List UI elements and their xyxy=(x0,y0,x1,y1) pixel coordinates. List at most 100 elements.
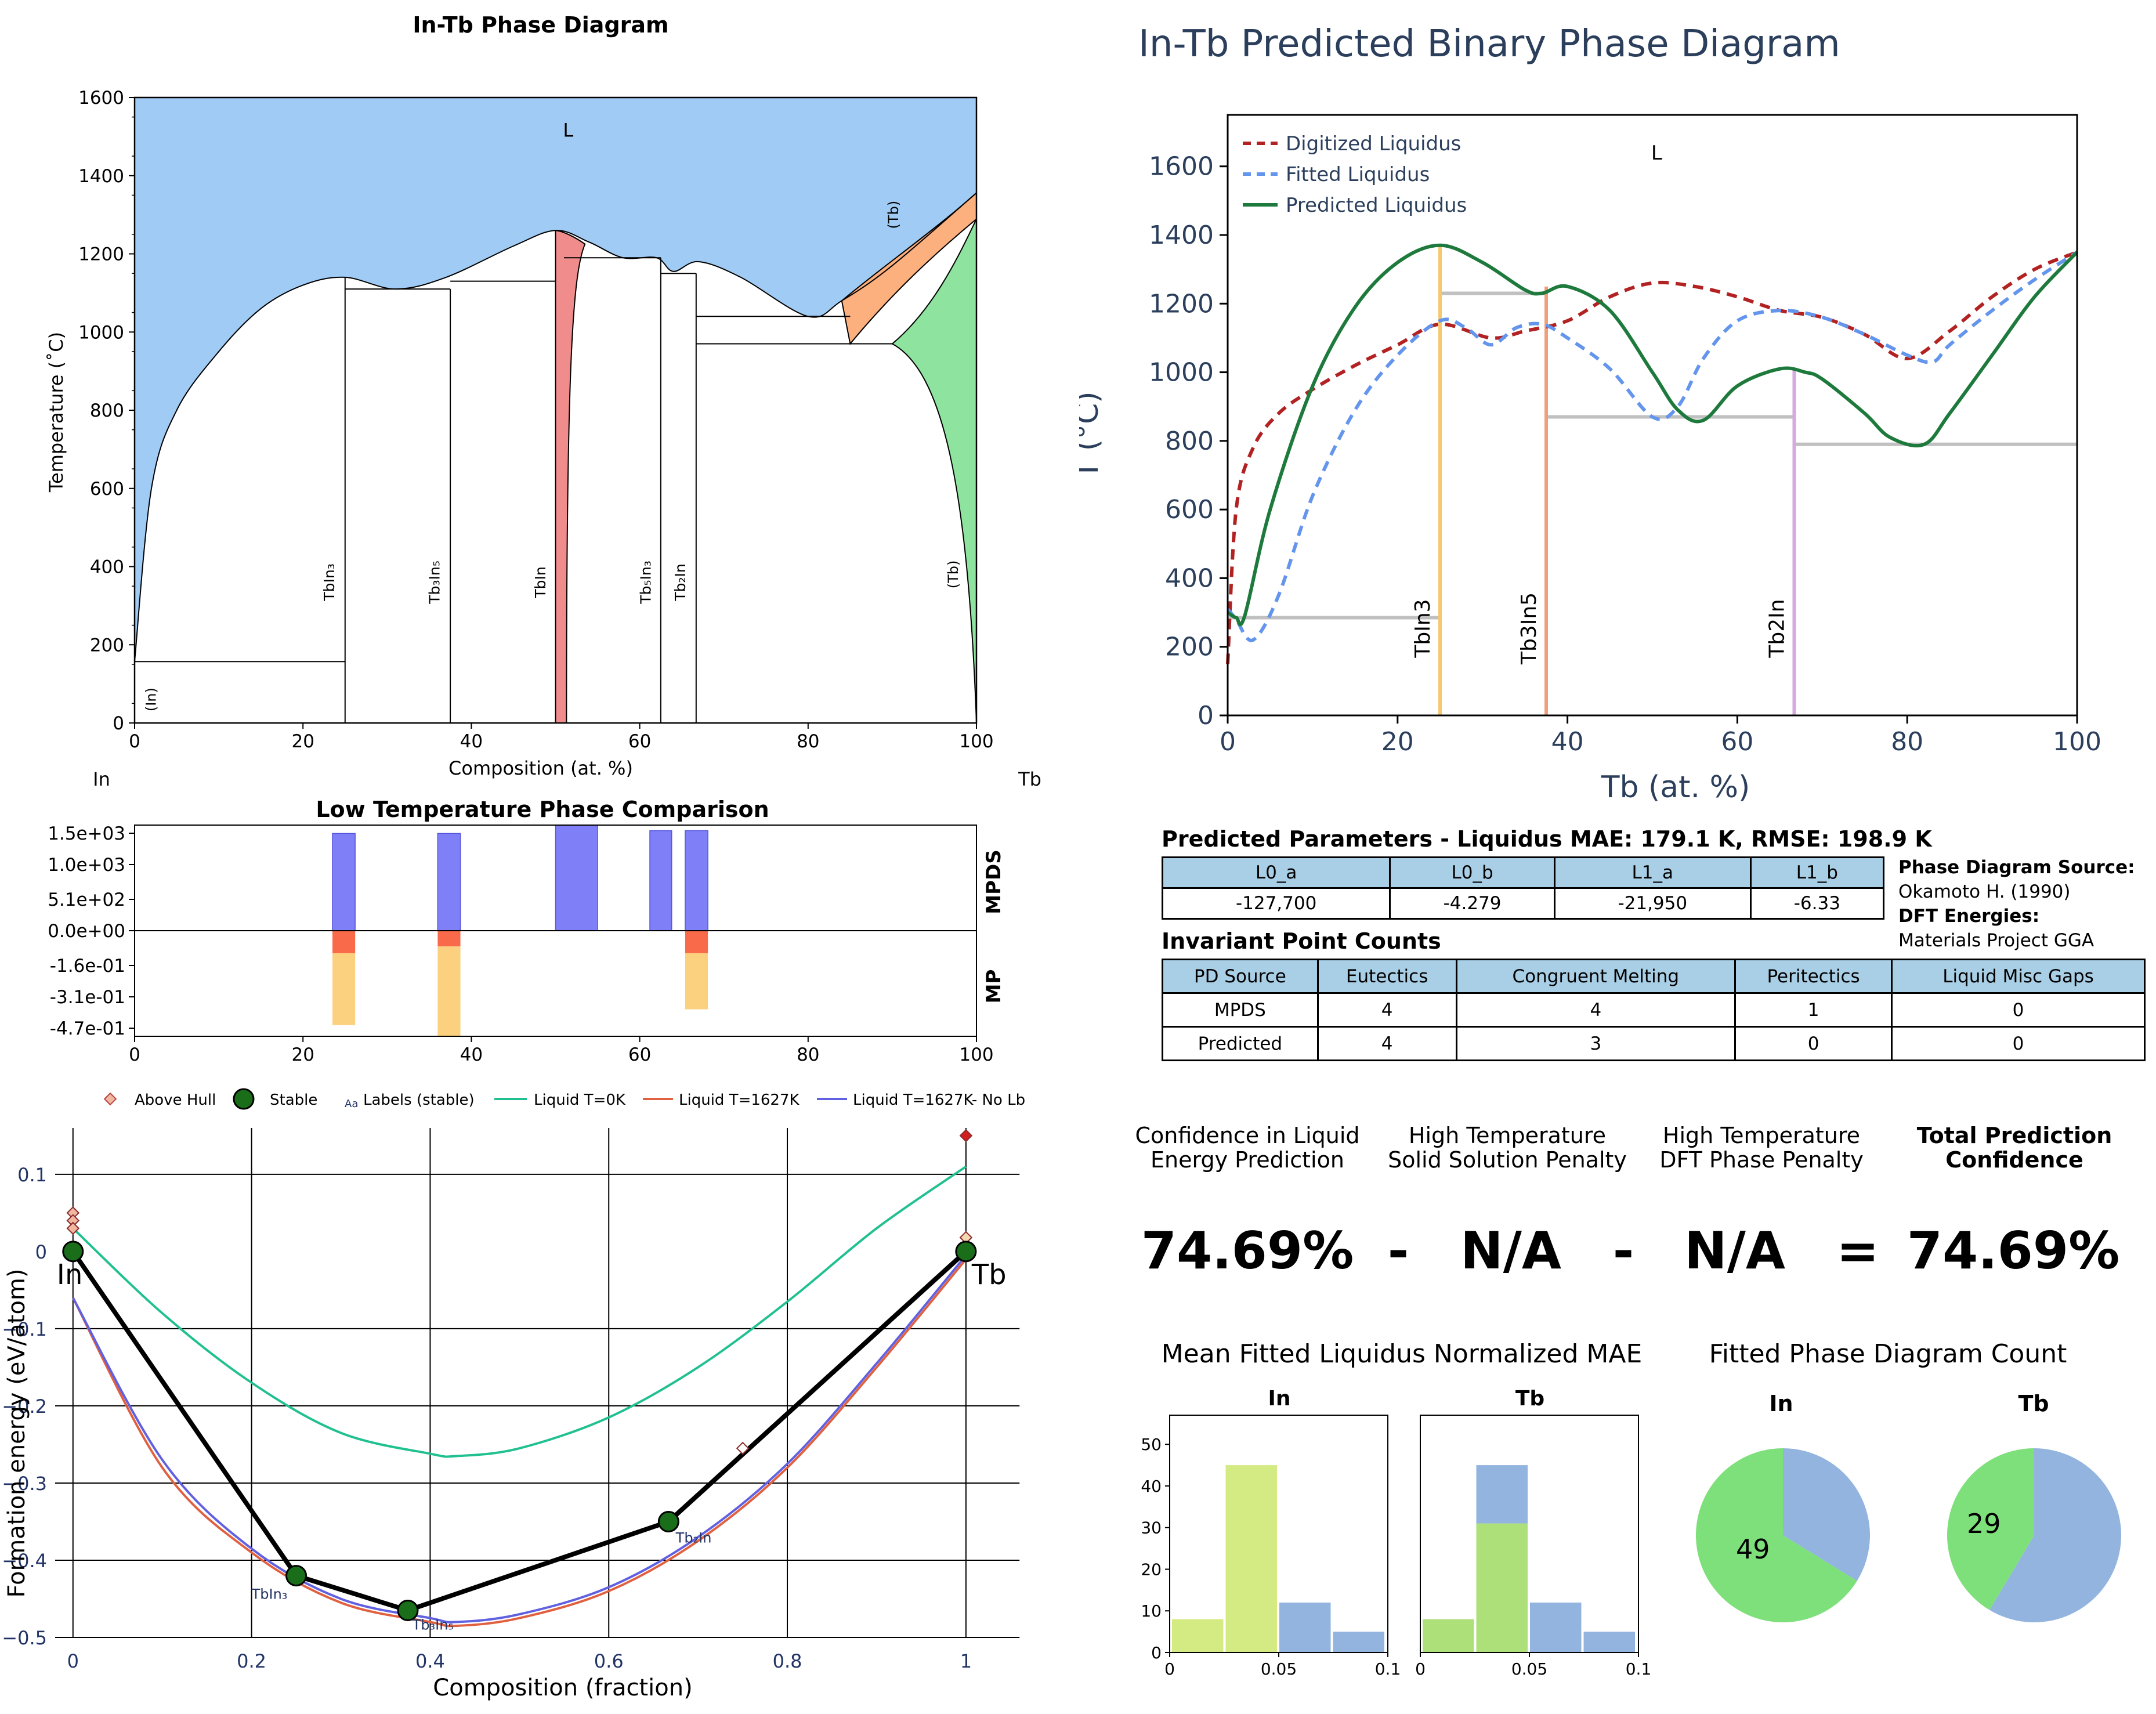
mpds-phase-bar xyxy=(555,825,598,931)
source-label: Phase Diagram Source: xyxy=(1898,857,2135,878)
x-tick-label: 60 xyxy=(628,1044,651,1065)
y-tick-label: 200 xyxy=(90,635,124,656)
legend-stable: Stable xyxy=(270,1091,317,1109)
confidence-liquid-value: 74.69% xyxy=(1141,1221,1354,1281)
confidence-dft-penalty: N/A xyxy=(1684,1221,1785,1281)
predicted-axes-frame xyxy=(1227,114,2078,717)
stable-point xyxy=(285,1565,308,1587)
histogram-bar-green xyxy=(1423,1619,1474,1652)
liquidus-line xyxy=(134,192,977,662)
legend-stable-marker xyxy=(233,1088,255,1110)
x-tick-label: 0 xyxy=(1220,727,1236,757)
count-pies: Fitted Phase Diagram Count In Tb 49 29 xyxy=(1696,1339,2121,1622)
invariants-cell: 4 xyxy=(1316,1026,1457,1061)
y-tick-label: 0 xyxy=(1198,701,1214,731)
liquid-region xyxy=(135,97,976,662)
compound-label: Tb3In5 xyxy=(1517,592,1541,665)
y-tick-label: 1400 xyxy=(1149,220,1214,250)
above-hull-point xyxy=(66,1206,80,1220)
comparison-title: Low Temperature Phase Comparison xyxy=(316,797,769,822)
y-tick-label: 1.5e+03 xyxy=(48,823,125,844)
y-tick-label: 0 xyxy=(113,713,124,734)
x-tick-label: 0.8 xyxy=(773,1650,802,1672)
compound-label: Tb₂In xyxy=(672,563,689,601)
x-tick-label: 60 xyxy=(628,731,651,752)
region-label-liquid: L xyxy=(563,119,573,141)
compound-label: Tb₃In₅ xyxy=(412,1617,454,1633)
confidence-panel: Confidence in Liquid Energy Prediction H… xyxy=(1135,1123,2119,1281)
mp-stable-bar xyxy=(332,931,356,953)
hull-line xyxy=(71,1249,968,1613)
confidence-op-minus-1: - xyxy=(1388,1221,1409,1281)
x-tick-label: 0.05 xyxy=(1261,1659,1297,1679)
phase-comparison-chart: Low Temperature Phase Comparison 1.5e+03… xyxy=(48,797,1005,1065)
confidence-label-3a: High Temperature xyxy=(1663,1123,1860,1148)
invariants-row-mpds: MPDS 4 4 1 0 xyxy=(1162,992,2146,1028)
mpds-title: In-Tb Phase Diagram xyxy=(413,12,668,38)
invariants-table: PD Source Eutectics Congruent Melting Pe… xyxy=(1162,959,2146,1061)
y-tick-label: 1000 xyxy=(1149,358,1214,388)
invariants-cell: 4 xyxy=(1316,992,1457,1028)
hull-legend: Above Hull Stable Aa Labels (stable) Liq… xyxy=(103,1088,1025,1110)
invariants-cell: 1 xyxy=(1734,992,1893,1028)
params-value: -4.279 xyxy=(1389,887,1555,920)
invariants-header: Eutectics xyxy=(1316,959,1457,994)
tbin-region xyxy=(555,229,586,724)
convex-hull-chart: In Tb TbIn₃ Tb₃In₅ Tb₂In 0 0.2 0.4 0.6 0.8 1 0.1 0 −0… xyxy=(2,1088,1025,1701)
region-label-tb: (Tb) xyxy=(945,561,961,589)
params-value: -6.33 xyxy=(1749,887,1885,920)
mpds-left-element: In xyxy=(93,768,110,790)
hull-ylabel: Formation energy (eV/atom) xyxy=(3,1269,30,1598)
legend-above-hull-marker xyxy=(103,1092,117,1106)
stable-point xyxy=(62,1241,84,1263)
invariants-title: Invariant Point Counts xyxy=(1162,928,1441,954)
x-tick-label: 1 xyxy=(960,1650,972,1672)
confidence-label-2b: Solid Solution Penalty xyxy=(1388,1147,1627,1173)
mae-subtitle-in: In xyxy=(1268,1387,1290,1411)
y-tick-label: 200 xyxy=(1165,632,1214,662)
source-info: Phase Diagram Source: Okamoto H. (1990) … xyxy=(1898,855,2135,953)
y-tick-label: 0 xyxy=(35,1241,47,1263)
legend-liquid1627nolb: Liquid T=1627K- No Lb xyxy=(853,1091,1025,1109)
y-tick-label: -3.1e-01 xyxy=(50,987,125,1008)
count-subtitle-in: In xyxy=(1769,1391,1793,1416)
confidence-op-equals: = xyxy=(1836,1221,1879,1281)
y-tick-label: −0.4 xyxy=(2,1550,47,1572)
hull-xlabel: Composition (fraction) xyxy=(433,1675,692,1701)
compound-label: TbIn₃ xyxy=(321,563,338,601)
mp-above-hull-bar xyxy=(437,946,461,1036)
y-tick-label: 1000 xyxy=(78,322,124,343)
compound-label: Tb₅In₃ xyxy=(637,561,654,604)
mpds-right-element: Tb xyxy=(1018,768,1041,790)
x-tick-label: 100 xyxy=(2053,727,2101,757)
confidence-label-3b: DFT Phase Penalty xyxy=(1659,1147,1864,1173)
compound-label: Tb2In xyxy=(1765,599,1789,658)
y-tick-label: 800 xyxy=(1165,426,1214,456)
x-tick-label: 0 xyxy=(1415,1659,1426,1679)
y-tick-label: 1200 xyxy=(1149,289,1214,319)
pie-slice-green xyxy=(1947,1448,2034,1610)
legend-liquid0k: Liquid T=0K xyxy=(534,1091,626,1109)
invariants-header: Liquid Misc Gaps xyxy=(1891,959,2146,994)
y-tick-label: 800 xyxy=(90,400,124,421)
source-value: Okamoto H. (1990) xyxy=(1898,881,2071,902)
histogram-bar-blue xyxy=(1476,1465,1528,1524)
histogram-frame xyxy=(1420,1415,1639,1653)
y-tick-label: -1.6e-01 xyxy=(50,956,125,977)
above-hull-point xyxy=(959,1129,973,1142)
mp-above-hull-bar xyxy=(332,953,356,1025)
mpds-phase-bar xyxy=(649,830,672,931)
y-tick-label: 0 xyxy=(1151,1643,1162,1662)
above-hull-point xyxy=(959,1231,973,1245)
y-tick-label: 1400 xyxy=(78,166,124,187)
confidence-label-4a: Total Prediction xyxy=(1917,1123,2112,1148)
legend-label: Digitized Liquidus xyxy=(1286,132,1461,156)
legend-aa: Aa xyxy=(345,1098,358,1110)
dft-label: DFT Energies: xyxy=(1898,906,2040,927)
y-tick-label: 400 xyxy=(90,557,124,578)
x-tick-label: 20 xyxy=(291,731,314,752)
x-tick-label: 20 xyxy=(291,1044,314,1065)
above-hull-point xyxy=(66,1214,80,1227)
y-tick-label: 40 xyxy=(1141,1477,1162,1496)
y-tick-label: 1600 xyxy=(78,88,124,109)
